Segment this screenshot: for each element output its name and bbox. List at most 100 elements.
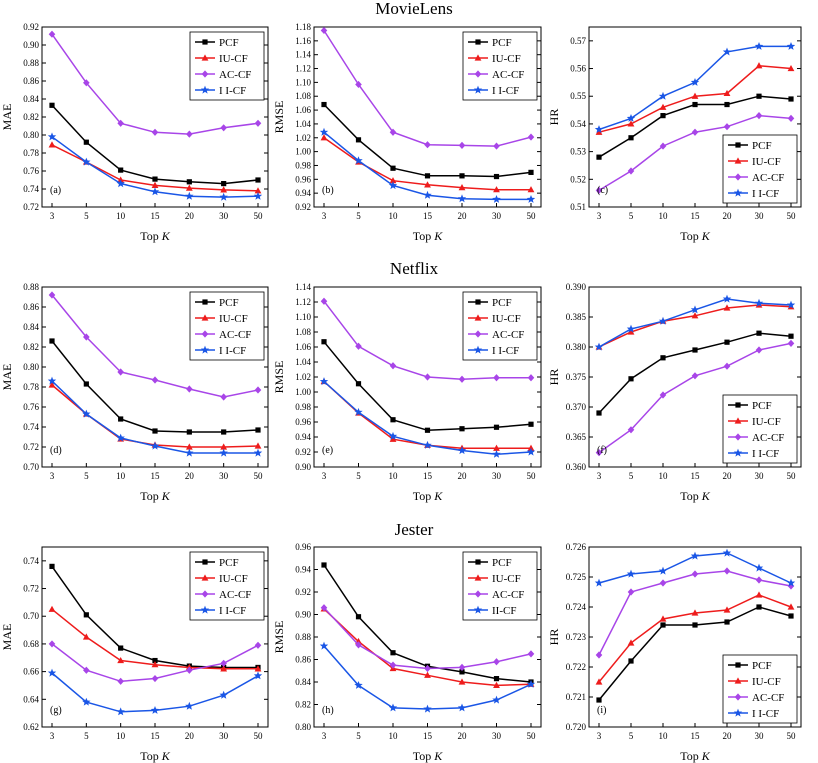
y-tick-label: 1.04 <box>295 119 311 129</box>
legend-label: IU-CF <box>219 53 248 65</box>
data-point <box>116 433 125 442</box>
data-point <box>595 186 603 194</box>
legend-marker <box>734 417 742 424</box>
data-point <box>786 578 796 587</box>
data-point <box>493 374 500 382</box>
y-tick-label: 0.84 <box>295 677 311 687</box>
y-tick-label: 0.385 <box>566 312 587 322</box>
data-point <box>690 305 700 314</box>
data-point <box>658 566 668 575</box>
x-tick-label: 5 <box>629 471 634 481</box>
data-point <box>83 666 90 674</box>
data-point <box>320 604 328 612</box>
data-point <box>722 548 732 557</box>
data-point <box>628 135 634 141</box>
data-point <box>355 641 362 649</box>
data-point <box>49 563 55 569</box>
data-point <box>423 704 432 713</box>
data-point <box>659 391 667 399</box>
y-tick-label: 1.08 <box>295 91 311 101</box>
legend-marker <box>202 299 208 305</box>
data-point <box>388 431 398 440</box>
y-tick-label: 0.96 <box>295 174 311 184</box>
data-point <box>526 447 536 456</box>
legend-marker <box>734 677 742 684</box>
data-point <box>319 641 329 650</box>
data-point <box>724 619 730 625</box>
x-axis-label: Top K <box>413 749 444 763</box>
data-point <box>659 142 667 150</box>
data-point <box>389 661 397 669</box>
legend-label: I I-CF <box>492 345 519 357</box>
x-tick-label: 15 <box>151 211 161 221</box>
legend-label: PCF <box>752 140 772 152</box>
legend-label: IU-CF <box>492 573 521 585</box>
data-point <box>690 78 700 86</box>
data-point <box>219 448 228 457</box>
y-tick-label: 0.360 <box>566 462 587 472</box>
panel-label: (d) <box>50 445 62 456</box>
y-tick-label: 0.66 <box>23 667 39 677</box>
legend-label: I I-CF <box>219 345 246 357</box>
legend-label: AC-CF <box>492 69 524 81</box>
y-tick-label: 0.74 <box>23 422 39 432</box>
data-point <box>527 186 535 193</box>
data-point <box>151 376 159 384</box>
data-point <box>255 427 261 433</box>
data-point <box>627 167 635 175</box>
legend-label: PCF <box>752 660 772 672</box>
y-tick-label: 0.380 <box>566 342 587 352</box>
x-tick-label: 30 <box>755 731 765 741</box>
data-point <box>492 695 501 704</box>
series-ii-cf <box>47 376 263 457</box>
legend-label: PCF <box>219 37 239 49</box>
legend-label: PCF <box>492 37 512 49</box>
series-ii-cf <box>47 132 263 201</box>
data-point <box>658 91 668 100</box>
series-ii-cf <box>594 548 796 587</box>
data-point <box>389 128 397 136</box>
x-tick-label: 10 <box>116 211 126 221</box>
data-point <box>754 298 764 307</box>
y-tick-label: 1.12 <box>295 297 311 307</box>
data-point <box>526 679 536 688</box>
legend-label: PCF <box>752 400 772 412</box>
legend-label: IU-CF <box>492 313 521 325</box>
data-point <box>116 707 125 716</box>
y-tick-label: 1.04 <box>295 357 311 367</box>
data-point <box>722 294 732 303</box>
legend-marker <box>475 559 481 565</box>
legend-marker <box>200 345 210 354</box>
data-point <box>424 664 431 673</box>
y-tick-label: 0.98 <box>295 160 311 170</box>
y-tick-label: 0.86 <box>23 302 39 312</box>
data-point <box>83 139 89 145</box>
data-point <box>355 614 362 620</box>
legend-label: AC-CF <box>752 432 784 444</box>
y-tick-label: 0.98 <box>295 402 311 412</box>
y-tick-label: 0.78 <box>23 382 39 392</box>
data-point <box>185 701 194 710</box>
x-axis-label: Top K <box>140 489 171 503</box>
y-tick-label: 0.90 <box>295 610 311 620</box>
x-tick-label: 5 <box>356 731 361 741</box>
series-pcf <box>49 338 261 435</box>
legend-label: PCF <box>219 557 239 569</box>
data-point <box>660 622 666 628</box>
data-point <box>390 417 396 423</box>
x-tick-label: 20 <box>185 471 195 481</box>
y-tick-label: 0.82 <box>23 112 39 122</box>
data-point <box>493 173 500 180</box>
data-point <box>254 386 262 394</box>
data-point <box>389 435 397 442</box>
x-tick-label: 50 <box>787 471 797 481</box>
data-point <box>527 374 535 382</box>
data-point <box>723 362 731 370</box>
x-tick-label: 15 <box>691 471 701 481</box>
y-tick-label: 0.725 <box>566 572 587 582</box>
y-tick-label: 0.80 <box>23 362 39 372</box>
series-ac-cf <box>48 640 262 685</box>
series-ii-cf <box>47 668 263 716</box>
x-tick-label: 30 <box>219 471 229 481</box>
